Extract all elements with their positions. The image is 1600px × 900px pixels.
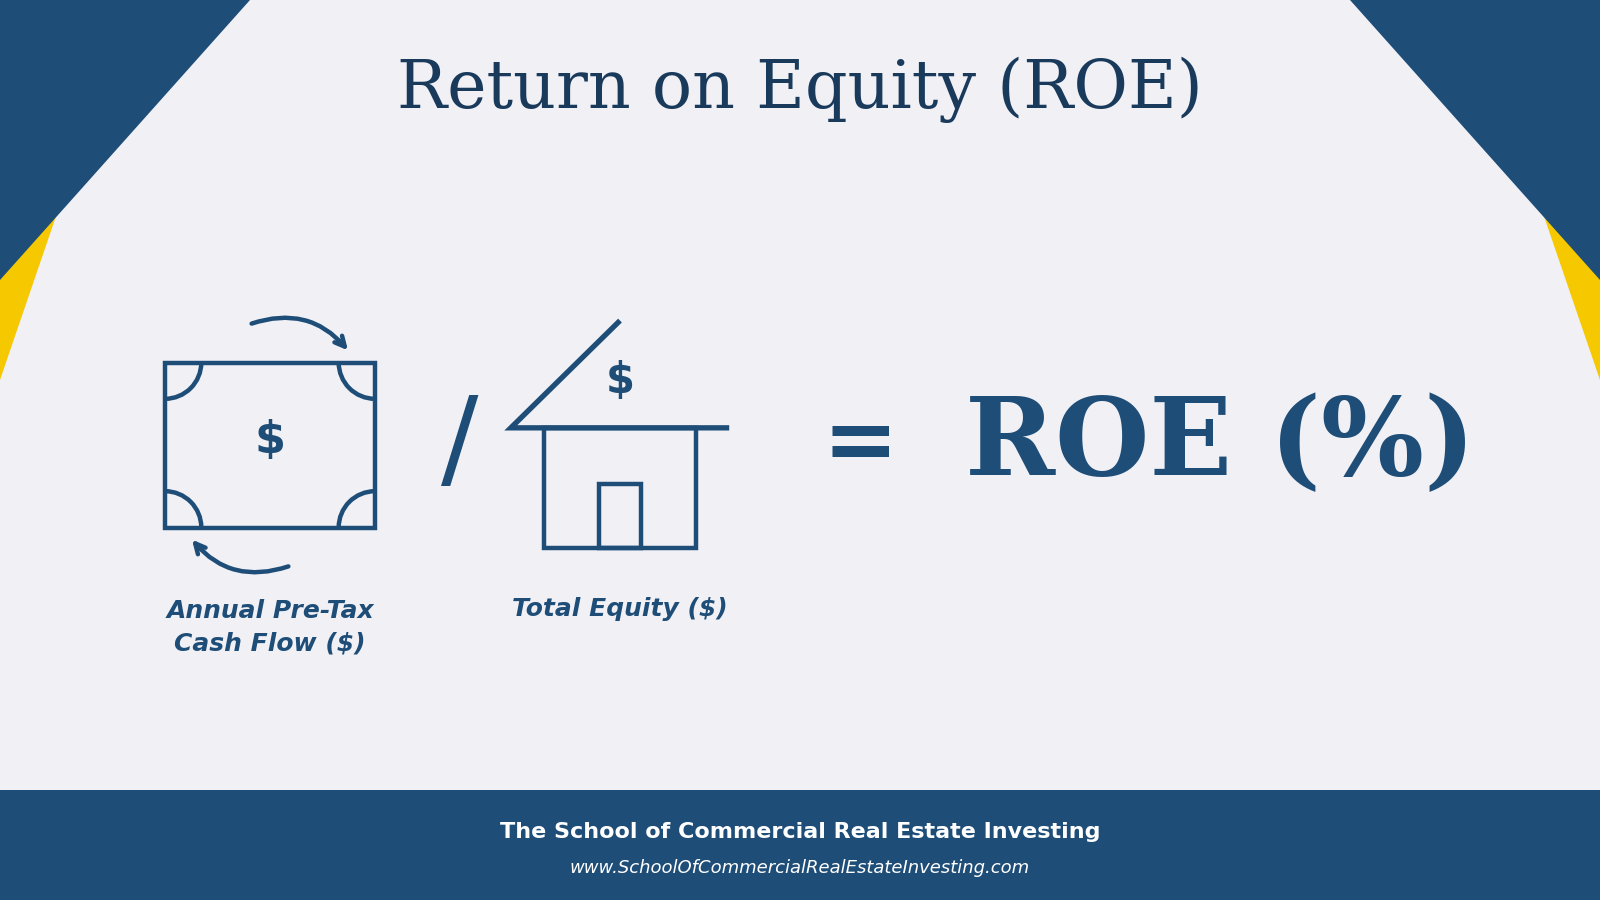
- Bar: [544, 428, 696, 548]
- Text: $: $: [605, 360, 635, 401]
- Text: ROE (%): ROE (%): [965, 392, 1475, 498]
- Polygon shape: [1470, 0, 1600, 380]
- Text: The School of Commercial Real Estate Investing: The School of Commercial Real Estate Inv…: [499, 822, 1101, 842]
- Text: www.SchoolOfCommercialRealEstateInvesting.com: www.SchoolOfCommercialRealEstateInvestin…: [570, 859, 1030, 877]
- Text: Total Equity ($): Total Equity ($): [512, 598, 728, 621]
- Text: Return on Equity (ROE): Return on Equity (ROE): [397, 57, 1203, 123]
- Text: =: =: [822, 401, 898, 489]
- FancyArrowPatch shape: [195, 544, 288, 572]
- Polygon shape: [0, 0, 250, 280]
- FancyArrowPatch shape: [251, 318, 344, 346]
- Bar: [165, 363, 374, 527]
- Polygon shape: [0, 790, 1600, 900]
- Text: $: $: [254, 418, 285, 462]
- Polygon shape: [1350, 0, 1600, 280]
- Text: /: /: [442, 392, 478, 499]
- Polygon shape: [0, 0, 130, 380]
- Bar: [598, 483, 642, 548]
- Text: Annual Pre-Tax
Cash Flow ($): Annual Pre-Tax Cash Flow ($): [166, 599, 374, 655]
